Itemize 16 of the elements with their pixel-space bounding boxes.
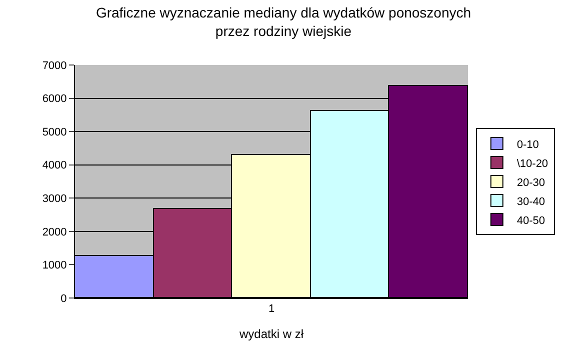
chart-title: Graficzne wyznaczanie mediany dla wydatków ponoszonych przez rodziny wiejskie bbox=[96, 4, 472, 39]
y-tick-label: 2000 bbox=[42, 226, 67, 238]
y-tick-label: 3000 bbox=[42, 192, 67, 205]
y-tick-label: 6000 bbox=[42, 93, 67, 106]
legend-label: 0-10 bbox=[516, 138, 539, 151]
legend-label: 30-40 bbox=[516, 196, 545, 208]
x-axis-title: wydatki w zł bbox=[238, 327, 304, 342]
y-tick-label: 5000 bbox=[42, 126, 67, 138]
legend-label: \10-20 bbox=[516, 158, 548, 170]
legend-label: 40-50 bbox=[516, 214, 545, 227]
y-tick-label: 7000 bbox=[42, 60, 67, 72]
y-tick-label: 4000 bbox=[42, 160, 67, 172]
legend-label: 20-30 bbox=[516, 176, 545, 189]
x-tick-label: 1 bbox=[268, 303, 275, 316]
y-tick-label: 1000 bbox=[42, 260, 67, 272]
y-tick-label: 0 bbox=[60, 292, 67, 305]
